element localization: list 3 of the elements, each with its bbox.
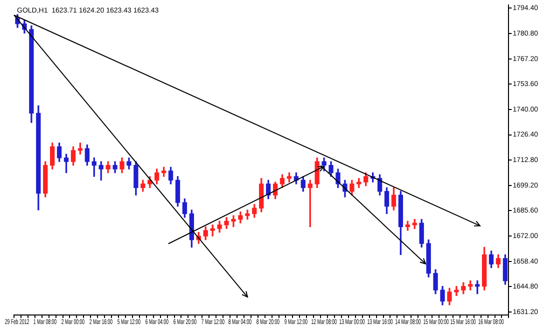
candlestick xyxy=(454,286,459,296)
candlestick xyxy=(231,215,236,228)
candlestick xyxy=(210,224,215,236)
